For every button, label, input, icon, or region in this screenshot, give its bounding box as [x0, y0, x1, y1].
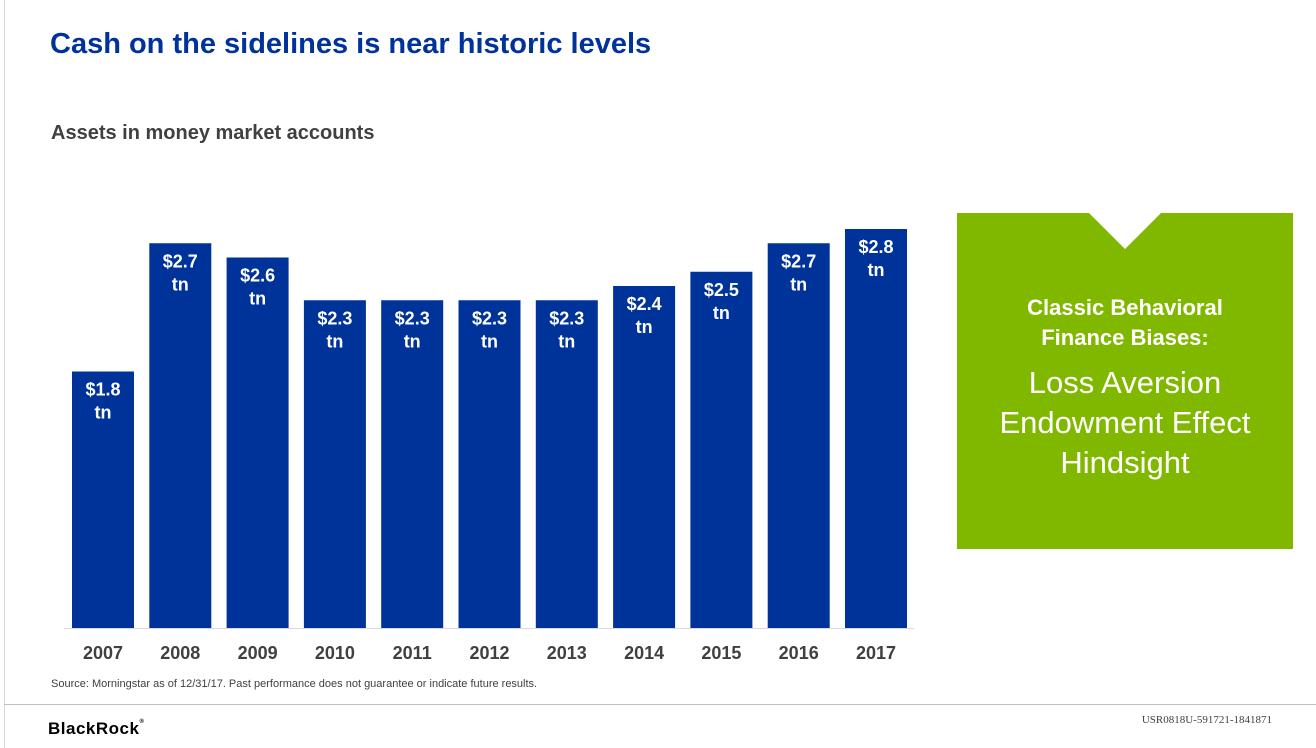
data-label-unit: tn: [95, 403, 112, 423]
bar-2007: [72, 371, 134, 628]
data-label-unit: tn: [249, 289, 266, 309]
blackrock-logo: BlackRock®: [48, 719, 145, 738]
data-label-value: $2.3: [472, 308, 507, 328]
data-label-unit: tn: [326, 331, 343, 351]
x-tick-labels: 2007 2008 2009 2010 2011 2012 2013 2014 2015 2016…: [83, 643, 896, 663]
data-label-value: $2.8: [858, 237, 893, 257]
bar-2012: [458, 300, 521, 628]
bar-2011: [381, 300, 444, 628]
x-tick-label: 2012: [469, 643, 509, 663]
callout-item-loss-aversion: Loss Aversion: [1028, 365, 1222, 400]
bar-2008: [149, 243, 212, 628]
callout-notch: [1089, 213, 1161, 249]
bar-2015: [690, 271, 753, 628]
chart-subtitle: Assets in money market accounts: [51, 122, 375, 144]
data-label-value: $2.3: [549, 308, 584, 328]
footer-divider: [4, 704, 1316, 705]
data-label-value: $2.3: [317, 308, 352, 328]
left-border: [4, 0, 5, 748]
data-label-unit: tn: [558, 331, 575, 351]
data-label-unit: tn: [404, 331, 421, 351]
data-label-value: $2.3: [395, 308, 430, 328]
x-tick-label: 2009: [238, 643, 278, 663]
x-tick-label: 2007: [83, 643, 123, 663]
data-label-value: $2.4: [627, 294, 662, 314]
callout-item-endowment-effect: Endowment Effect: [999, 405, 1251, 440]
data-label-value: $1.8: [85, 380, 120, 400]
data-label-value: $2.5: [704, 280, 739, 300]
data-label-unit: tn: [868, 260, 885, 280]
bar-2013: [535, 300, 598, 628]
x-tick-label: 2011: [393, 643, 432, 663]
callout-items: Loss Aversion Endowment Effect Hindsight: [957, 363, 1293, 483]
data-label-value: $2.7: [781, 251, 816, 271]
callout-item-hindsight: Hindsight: [1060, 445, 1190, 480]
data-label-unit: tn: [172, 274, 189, 294]
source-note: Source: Morningstar as of 12/31/17. Past…: [51, 678, 538, 690]
x-tick-label: 2015: [701, 643, 741, 663]
document-id: USR0818U-591721-1841871: [1141, 714, 1272, 726]
data-label-unit: tn: [481, 331, 498, 351]
bars-group: $1.8 tn $2.7 tn $2.6 tn $2.3 tn $2.3 tn $2.3 tn $2.3…: [72, 229, 907, 628]
bar-2017: [845, 229, 907, 628]
bar-2014: [613, 286, 676, 628]
bar-chart: $1.8 tn $2.7 tn $2.6 tn $2.3 tn $2.3 tn $2.3 tn $2.3…: [64, 229, 914, 663]
x-tick-label: 2008: [160, 643, 200, 663]
bar-2016: [767, 243, 830, 628]
bar-2010: [303, 300, 366, 628]
data-label-unit: tn: [790, 274, 807, 294]
x-tick-label: 2013: [547, 643, 587, 663]
callout-heading-line: Finance Biases:: [1041, 325, 1209, 350]
data-label-value: $2.6: [240, 266, 275, 286]
behavioral-biases-callout: Classic Behavioral Finance Biases: Loss …: [957, 213, 1293, 549]
data-label-unit: tn: [713, 303, 730, 323]
data-label-value: $2.7: [163, 251, 198, 271]
callout-heading: Classic Behavioral Finance Biases:: [957, 293, 1293, 353]
x-tick-label: 2016: [779, 643, 819, 663]
data-label-unit: tn: [636, 317, 653, 337]
x-tick-label: 2014: [624, 643, 664, 663]
x-tick-label: 2017: [856, 643, 896, 663]
callout-heading-line: Classic Behavioral: [1027, 295, 1223, 320]
bar-2009: [226, 257, 289, 628]
x-tick-label: 2010: [315, 643, 355, 663]
logo-text: BlackRock: [48, 719, 140, 738]
page-title: Cash on the sidelines is near historic l…: [50, 28, 652, 60]
